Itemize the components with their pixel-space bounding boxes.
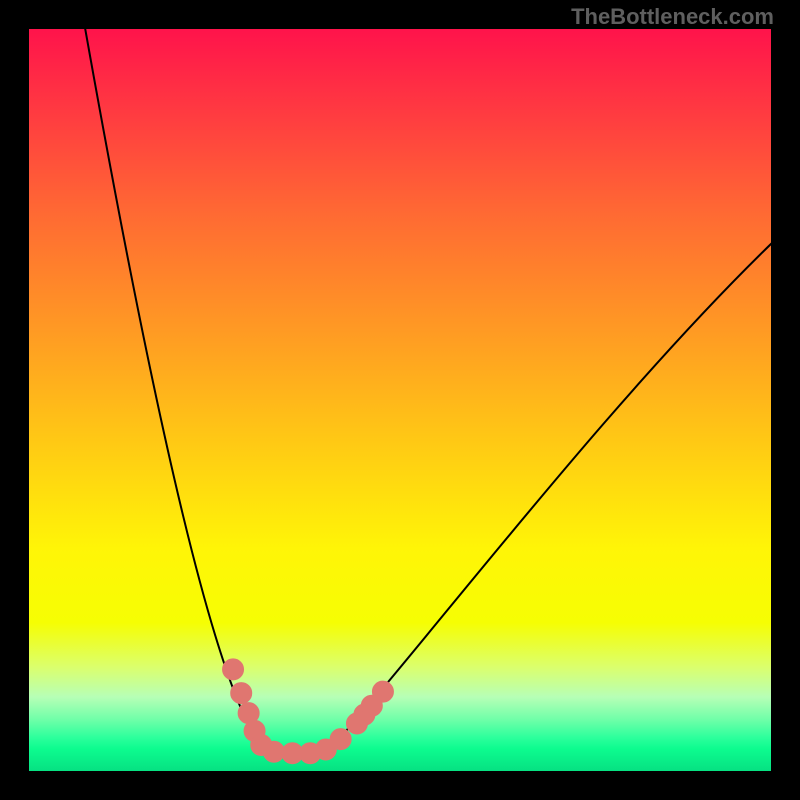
highlight-dot xyxy=(231,683,252,704)
plot-background xyxy=(29,29,771,771)
highlight-dot xyxy=(223,659,244,680)
highlight-dot xyxy=(330,729,351,750)
highlight-dot xyxy=(372,681,393,702)
chart-stage: TheBottleneck.com xyxy=(0,0,800,800)
watermark-text: TheBottleneck.com xyxy=(571,4,774,30)
highlight-dot xyxy=(263,741,284,762)
bottleneck-chart xyxy=(0,0,800,800)
